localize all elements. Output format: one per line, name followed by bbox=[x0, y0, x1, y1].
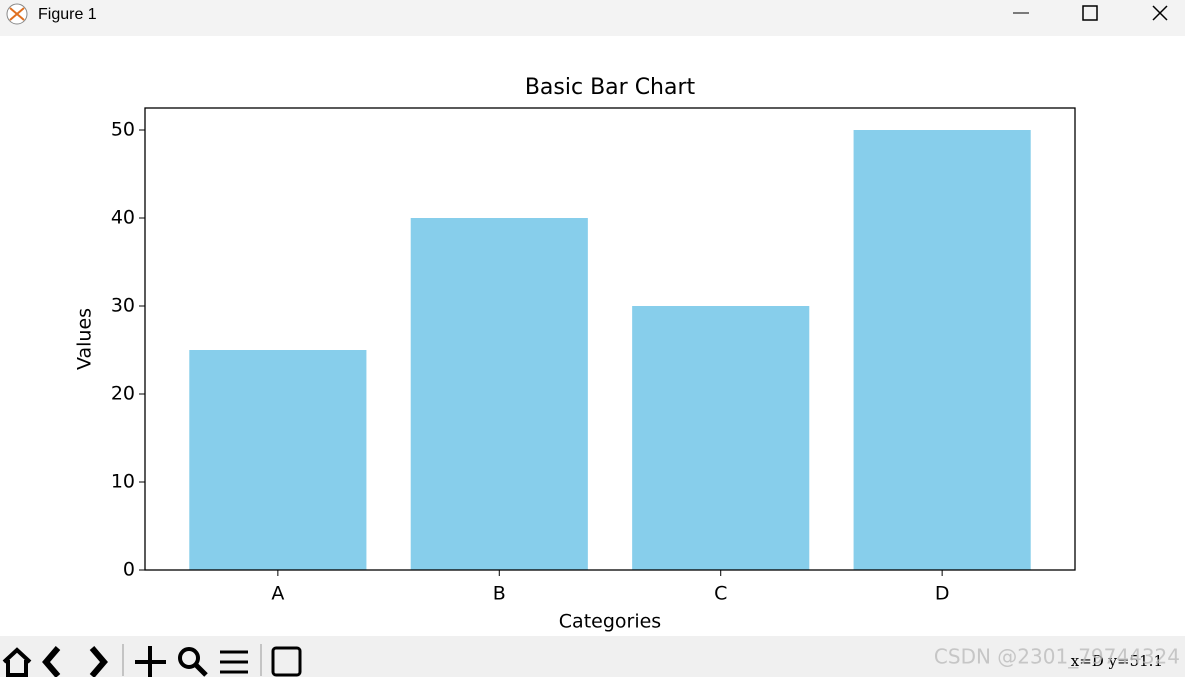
bar bbox=[410, 218, 588, 570]
x-tick-label: B bbox=[493, 583, 506, 605]
bar bbox=[853, 130, 1031, 570]
watermark: CSDN @2301_79744324 bbox=[934, 645, 1180, 669]
window-title: Figure 1 bbox=[38, 6, 97, 23]
app-icon-mark bbox=[9, 7, 25, 21]
chart-title: Basic Bar Chart bbox=[525, 75, 696, 100]
configure-button[interactable] bbox=[220, 650, 248, 674]
y-tick-label: 0 bbox=[123, 559, 135, 581]
y-tick-label: 40 bbox=[111, 207, 135, 229]
back-button[interactable] bbox=[42, 646, 61, 678]
y-tick-label: 30 bbox=[111, 295, 135, 317]
x-tick-label: C bbox=[714, 583, 727, 605]
y-tick-label: 20 bbox=[111, 383, 135, 405]
bar bbox=[632, 306, 810, 570]
plot-frame bbox=[144, 107, 1076, 571]
pan-button[interactable] bbox=[135, 646, 166, 677]
y-tick-label: 50 bbox=[111, 119, 135, 141]
y-axis-label: Values bbox=[74, 308, 96, 370]
bar bbox=[189, 350, 367, 570]
close-button[interactable] bbox=[1152, 5, 1168, 21]
x-tick-label: A bbox=[271, 583, 284, 605]
zoom-button[interactable] bbox=[178, 647, 200, 669]
forward-button[interactable] bbox=[89, 646, 108, 678]
maximize-button[interactable] bbox=[1082, 5, 1098, 21]
home-button[interactable] bbox=[2, 647, 32, 677]
title-bar bbox=[0, 0, 1185, 36]
save-button[interactable] bbox=[271, 646, 302, 677]
zoom-handle bbox=[194, 663, 208, 677]
x-tick-label: D bbox=[935, 583, 950, 605]
y-tick-label: 10 bbox=[111, 471, 135, 493]
x-axis-label: Categories bbox=[559, 611, 661, 633]
status-coordinates: x=D y=51.1 bbox=[1071, 652, 1163, 670]
